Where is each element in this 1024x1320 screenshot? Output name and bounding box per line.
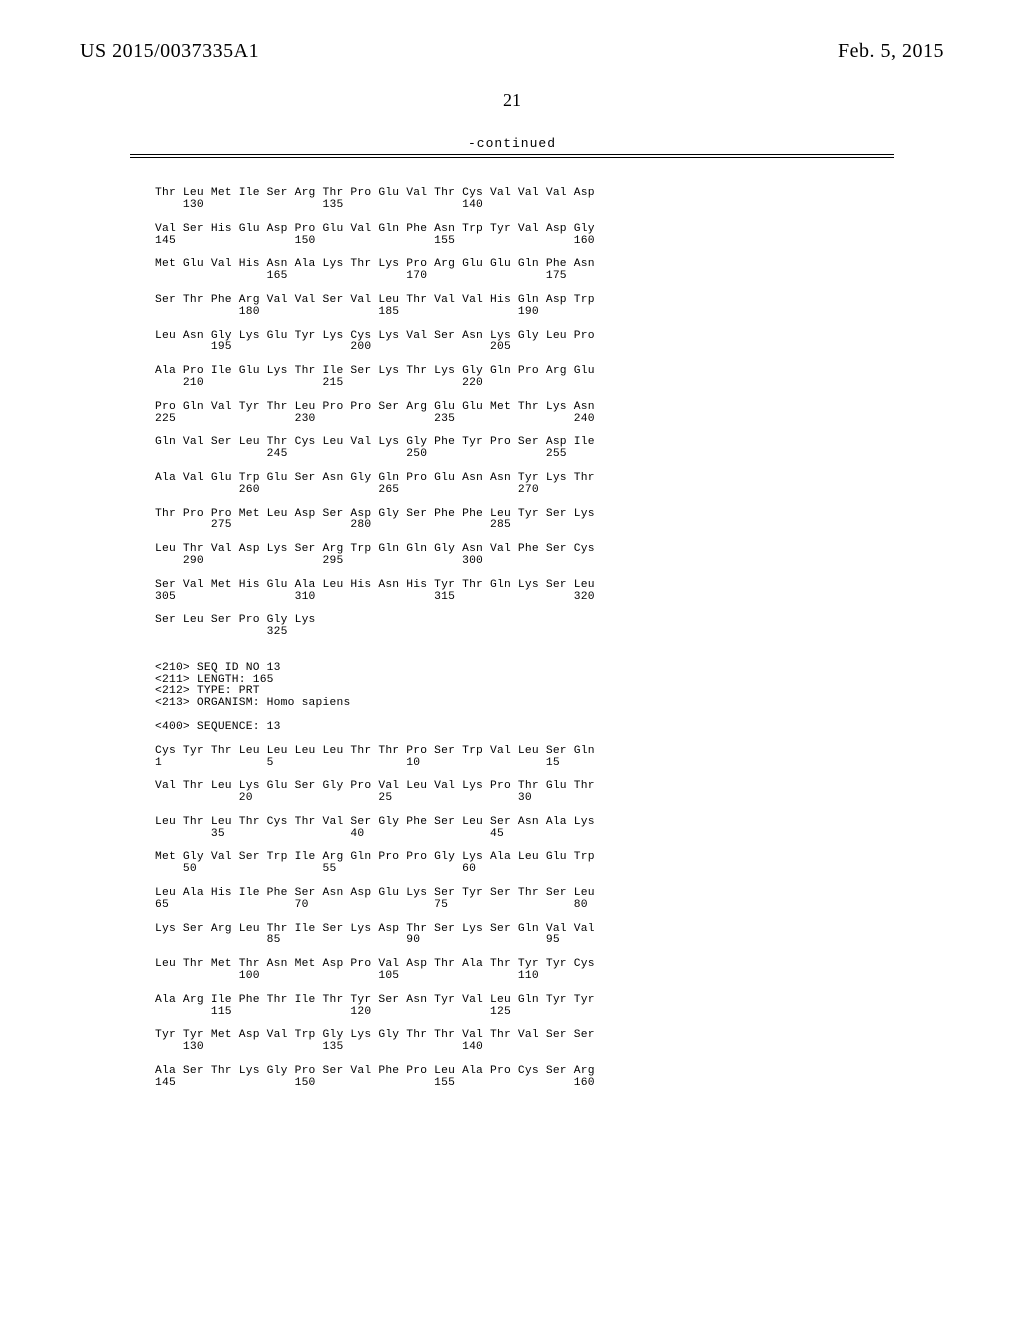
- continued-label: -continued: [130, 136, 894, 151]
- page-number: 21: [0, 90, 1024, 111]
- continued-block: -continued: [130, 136, 894, 158]
- top-rule-1: [130, 154, 894, 155]
- page: US 2015/0037335A1 Feb. 5, 2015 21 -conti…: [0, 0, 1024, 1320]
- top-rule-2: [130, 157, 894, 158]
- sequence-listing: Thr Leu Met Ile Ser Arg Thr Pro Glu Val …: [155, 188, 595, 1089]
- header-date: Feb. 5, 2015: [838, 40, 944, 63]
- header-docket: US 2015/0037335A1: [80, 40, 259, 63]
